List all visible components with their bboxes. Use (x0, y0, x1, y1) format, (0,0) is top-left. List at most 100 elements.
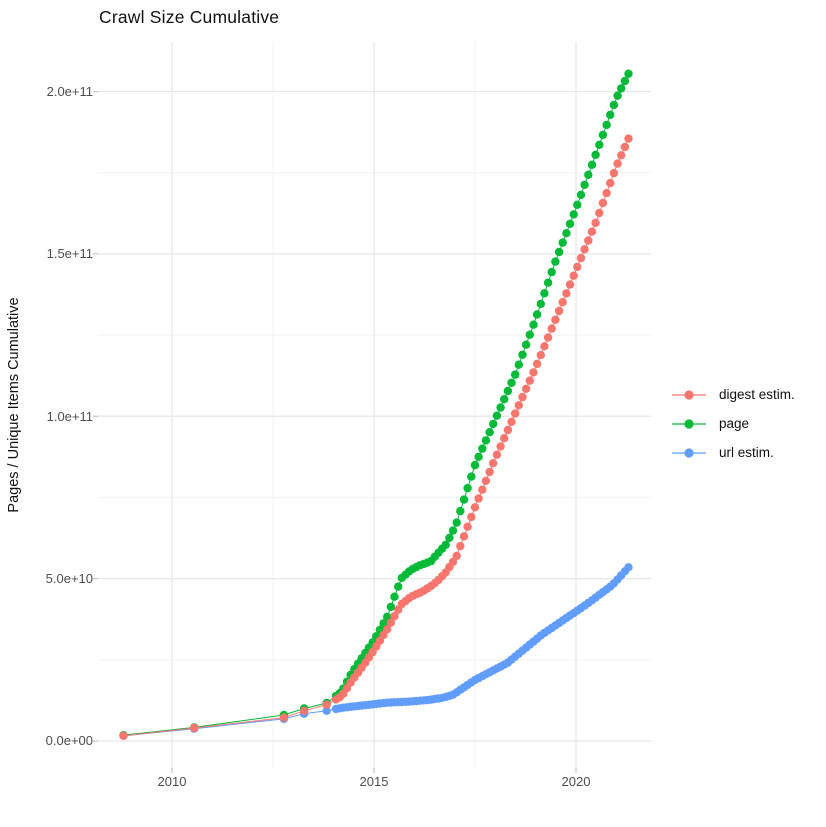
data-point (503, 425, 513, 435)
data-point (445, 533, 454, 542)
data-point (452, 551, 461, 560)
data-point (518, 392, 527, 402)
data-point (500, 395, 509, 404)
data-point (620, 142, 630, 152)
data-point (595, 208, 604, 218)
data-point (609, 100, 619, 110)
legend-item-digest-estim: digest estim. (666, 380, 795, 409)
data-point (606, 178, 615, 188)
data-point (463, 522, 472, 531)
data-point (569, 210, 578, 219)
data-point (554, 247, 564, 257)
data-point (532, 359, 542, 369)
data-point (606, 110, 615, 120)
legend-key-url-icon (672, 447, 706, 458)
data-point (485, 467, 494, 477)
data-point (543, 278, 553, 287)
y-tick-label: 0.0e+00 (45, 733, 93, 748)
data-point (562, 289, 571, 298)
data-point (452, 518, 461, 527)
data-point (456, 506, 465, 516)
data-point (496, 442, 505, 451)
data-point (279, 713, 289, 722)
data-point (580, 180, 589, 189)
data-point (540, 289, 549, 298)
data-point (558, 238, 567, 247)
legend-key-digest-icon (672, 389, 706, 400)
data-point (456, 541, 465, 551)
data-point (525, 376, 534, 385)
data-point (467, 512, 476, 522)
data-point (511, 370, 520, 379)
data-point (383, 625, 392, 634)
y-tick-label: 5.0e+10 (45, 571, 93, 586)
data-point (547, 324, 556, 333)
data-point (569, 271, 578, 280)
data-point (474, 452, 483, 461)
grid-major (98, 42, 651, 768)
data-point (511, 409, 520, 418)
data-point (587, 227, 597, 236)
legend-item-url-estim: url estim. (666, 438, 795, 467)
data-point (551, 257, 560, 266)
data-point (470, 460, 480, 470)
data-point (470, 503, 480, 512)
data-point (390, 612, 399, 621)
data-point (386, 602, 396, 612)
data-point (573, 200, 582, 209)
data-point (624, 69, 633, 78)
data-point (591, 150, 600, 159)
y-tick-label: 1.0e+11 (46, 409, 93, 424)
data-point (518, 350, 527, 359)
data-point (565, 219, 575, 228)
data-point (576, 190, 586, 199)
data-point (609, 168, 619, 178)
data-point (478, 485, 487, 494)
data-point (448, 557, 458, 567)
data-point (536, 350, 545, 360)
legend-key-page-icon (672, 418, 706, 429)
data-point (598, 130, 608, 140)
data-point (503, 386, 513, 396)
data-point (565, 280, 575, 289)
data-point (624, 563, 633, 572)
y-tick-label: 1.5e+11 (46, 246, 93, 261)
data-point (489, 419, 498, 429)
data-point (558, 298, 567, 307)
data-point (532, 310, 542, 319)
data-point (441, 540, 450, 549)
data-point (521, 340, 531, 349)
y-tick-label: 2.0e+11 (46, 84, 93, 99)
data-point (540, 342, 549, 351)
data-point (481, 476, 491, 485)
data-point (299, 706, 309, 715)
data-point (536, 299, 545, 309)
data-point (386, 618, 396, 627)
chart-title: Crawl Size Cumulative (99, 7, 280, 27)
series-url-estim- (119, 563, 633, 740)
data-point (507, 378, 516, 387)
data-point (576, 253, 586, 263)
legend-label: digest estim. (719, 387, 795, 402)
data-point (500, 434, 509, 443)
data-point (190, 723, 199, 733)
legend-item-page: page (666, 409, 795, 438)
data-point (521, 384, 531, 393)
legend: digest estim. page url estim. (666, 380, 795, 467)
data-point (481, 436, 491, 445)
data-point (587, 160, 597, 169)
data-point (507, 417, 516, 426)
data-point (474, 494, 483, 503)
data-point (492, 450, 502, 459)
data-point (591, 218, 600, 227)
data-point (489, 459, 498, 468)
legend-label: page (719, 416, 750, 431)
data-point (562, 229, 571, 238)
data-point (525, 330, 534, 339)
data-point (485, 428, 494, 437)
data-point (514, 401, 523, 410)
data-point (554, 306, 564, 316)
data-point (595, 140, 604, 149)
